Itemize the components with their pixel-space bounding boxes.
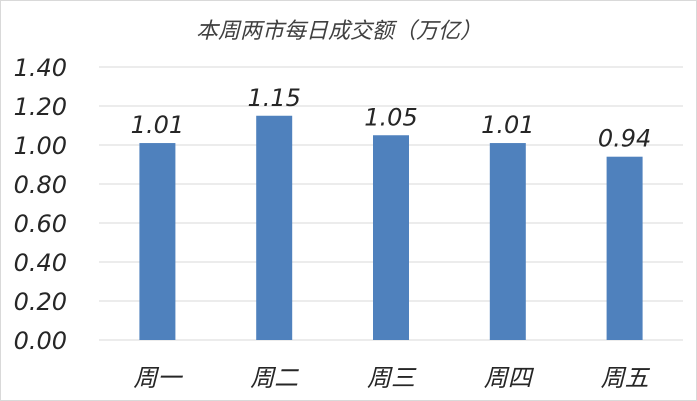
bars — [139, 115, 643, 340]
y-axis-tick-labels: 0.00 0.20 0.40 0.60 0.80 1.00 1.20 1.40 — [14, 54, 67, 355]
data-label: 1.01 — [131, 111, 184, 139]
chart-title: 本周两市每日成交额（万亿） — [196, 19, 482, 44]
x-category-label: 周三 — [367, 364, 417, 392]
bar-4 — [606, 156, 643, 340]
y-tick-label: 0.80 — [14, 171, 67, 199]
y-tick-label: 0.60 — [14, 210, 67, 238]
data-label: 1.15 — [247, 84, 300, 112]
y-tick-label: 0.00 — [14, 327, 67, 355]
data-labels: 1.01 1.15 1.05 1.01 0.94 — [131, 84, 652, 153]
y-tick-label: 1.00 — [14, 132, 67, 160]
y-tick-label: 1.20 — [14, 93, 67, 121]
y-tick-label: 1.40 — [14, 54, 67, 82]
data-label: 1.05 — [364, 103, 417, 131]
y-tick-label: 0.40 — [14, 249, 67, 277]
x-category-label: 周二 — [250, 364, 299, 392]
x-axis-category-labels: 周一 周二 周三 周四 周五 — [133, 364, 650, 392]
bar-2 — [373, 135, 409, 340]
bar-3 — [489, 143, 526, 340]
x-category-label: 周一 — [133, 364, 183, 392]
data-label: 0.94 — [598, 125, 651, 153]
data-label: 1.01 — [481, 111, 534, 139]
x-category-label: 周五 — [601, 364, 651, 392]
bar-1 — [256, 115, 293, 340]
x-category-label: 周四 — [484, 364, 535, 392]
bar-0 — [139, 143, 176, 340]
y-tick-label: 0.20 — [14, 288, 67, 316]
